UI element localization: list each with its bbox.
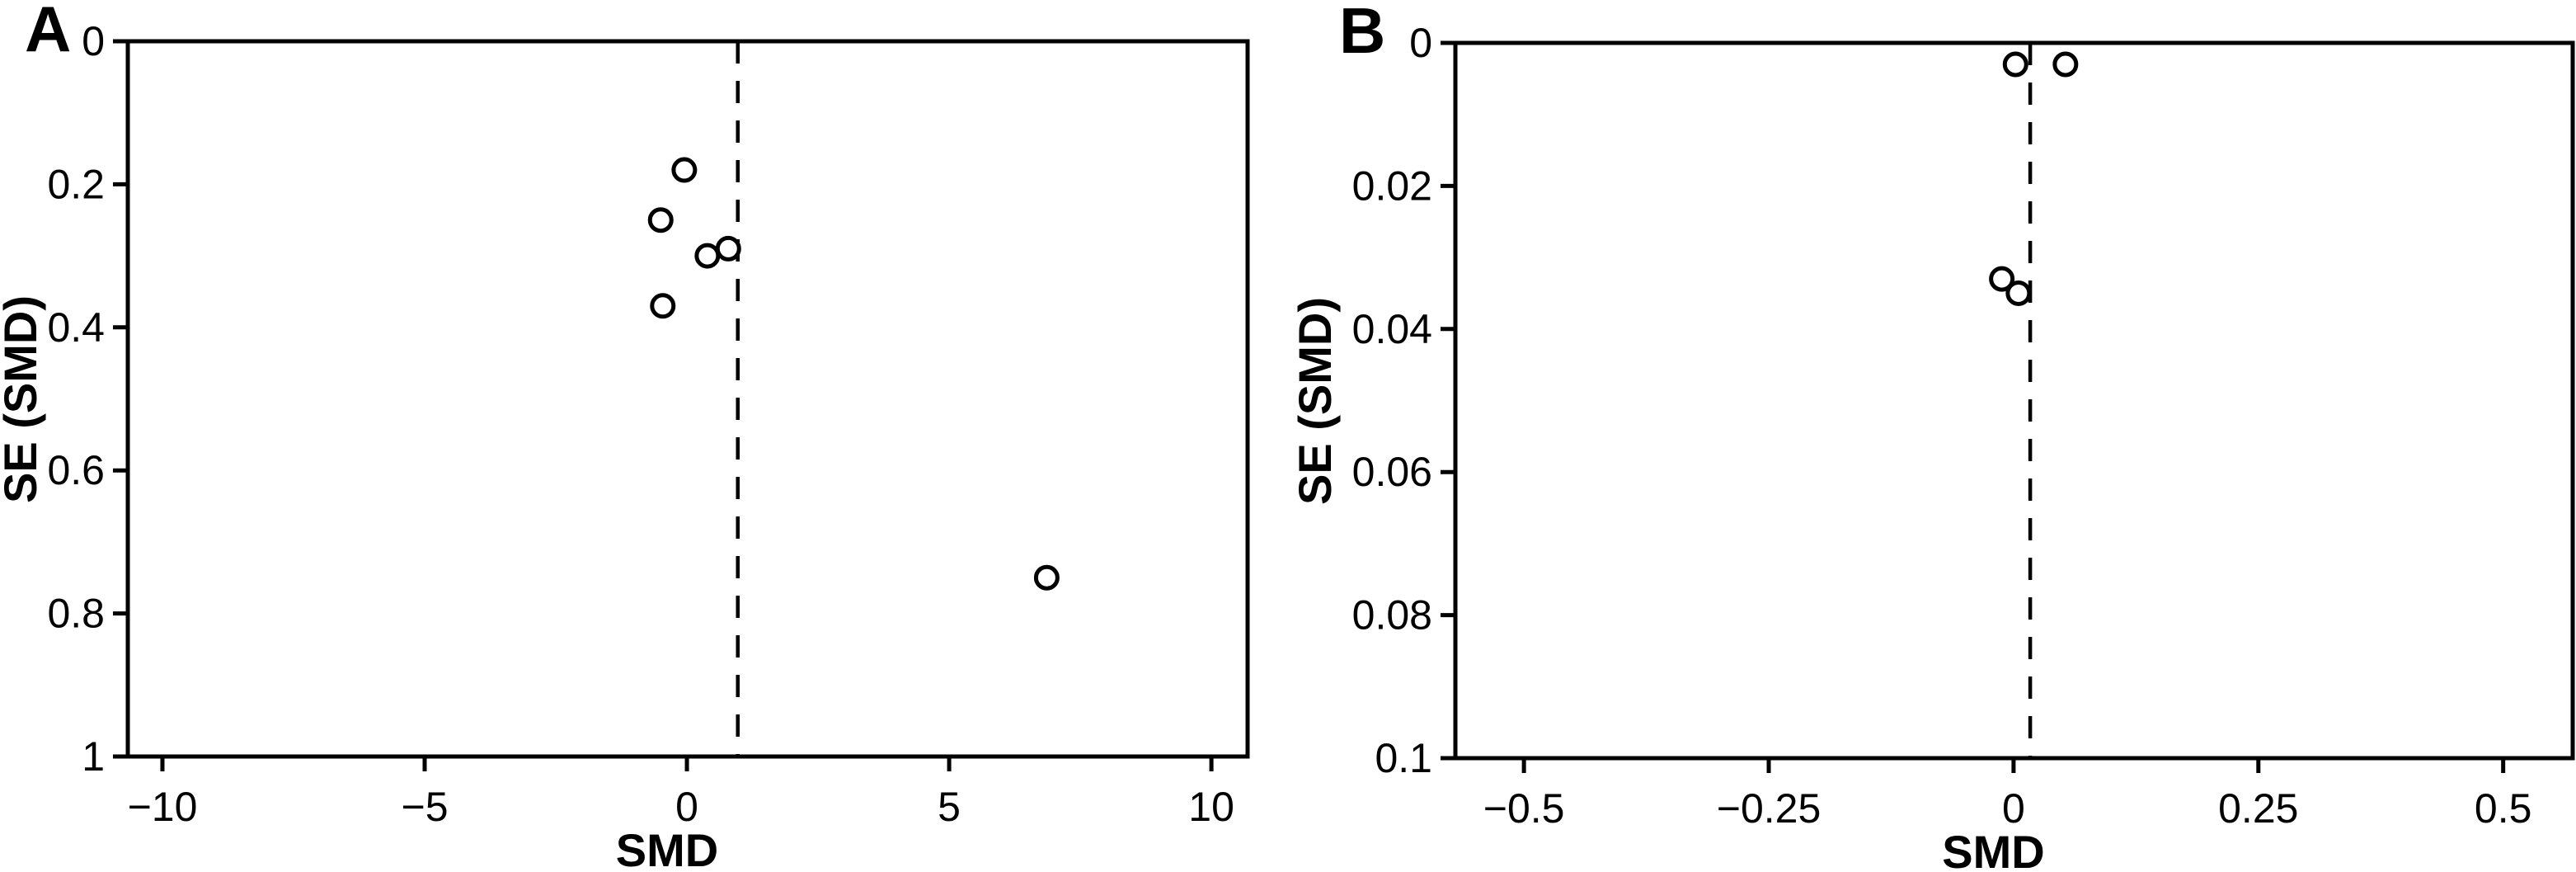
y-tick-label: 0.2: [47, 161, 105, 207]
x-tick-label: −10: [128, 784, 198, 830]
y-tick-label: 0.06: [1352, 449, 1432, 495]
y-tick-label: 0.04: [1352, 306, 1432, 352]
panel-a: A SMD SE (SMD) −10 −5 0 5 10 0 0.2 0.4 0.6 0.8 1: [0, 0, 1250, 872]
x-tick-label: 0.25: [2218, 785, 2298, 832]
y-tick-label: 0.08: [1352, 592, 1432, 639]
y-tick-label: 0: [82, 18, 105, 64]
plot-border: [125, 39, 1250, 759]
y-tick-label: 0.8: [47, 591, 105, 637]
x-tick-label: 0: [2002, 785, 2025, 832]
y-tick-label: 0.02: [1352, 163, 1432, 209]
y-tick-label: 1: [82, 733, 105, 780]
data-point-circle: [671, 157, 698, 183]
data-point-circle: [2052, 51, 2079, 78]
x-tick-label: 5: [938, 784, 961, 830]
data-point-circle: [2005, 280, 2032, 306]
data-point-circle: [1989, 266, 2015, 292]
panel-b: B SMD SE (SMD) −0.5 −0.25 0 0.25 0.5 0 0.02 0.0…: [1289, 0, 2575, 872]
plot-border: [1453, 40, 2575, 761]
panel-b-x-axis-title: SMD: [1942, 826, 2044, 872]
panel-b-plot-area: −0.5 −0.25 0 0.25 0.5 0 0.02 0.04 0.06 0.08 0.1: [1352, 20, 2575, 832]
data-point-circle: [715, 235, 741, 262]
panel-b-y-axis-title: SE (SMD): [1289, 297, 1341, 505]
data-point-circle: [650, 293, 676, 319]
x-tick-label: 10: [1188, 784, 1234, 830]
y-tick-label: 0.6: [47, 447, 105, 493]
y-tick-label: 0.4: [47, 304, 105, 351]
x-tick-label: −5: [402, 784, 449, 830]
panel-a-letter: A: [25, 0, 71, 65]
panel-b-letter: B: [1339, 0, 1385, 67]
data-point-circle: [694, 243, 721, 269]
y-tick-label: 0: [1409, 20, 1432, 66]
data-point-circle: [1033, 564, 1060, 591]
x-tick-label: −0.5: [1483, 785, 1565, 832]
data-point-circle: [2002, 51, 2028, 78]
x-tick-label: −0.25: [1717, 785, 1822, 832]
panel-a-plot-area: −10 −5 0 5 10 0 0.2 0.4 0.6 0.8 1: [47, 18, 1250, 830]
panel-a-x-axis-title: SMD: [616, 824, 718, 872]
x-tick-label: 0.5: [2475, 785, 2532, 832]
data-point-circle: [647, 207, 674, 233]
panel-a-y-axis-title: SE (SMD): [0, 295, 46, 503]
y-tick-label: 0.1: [1375, 735, 1432, 781]
x-tick-label: 0: [675, 784, 698, 830]
